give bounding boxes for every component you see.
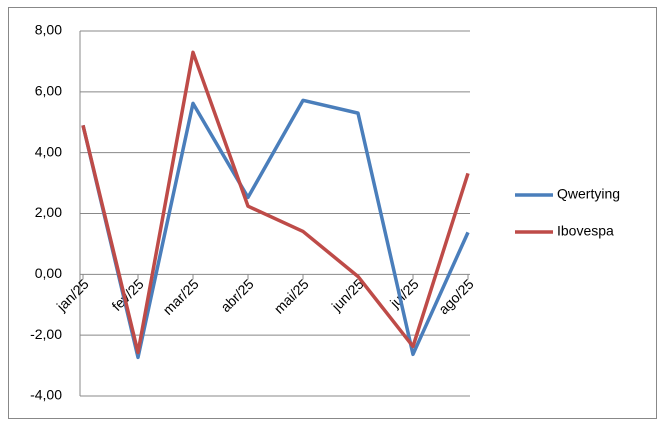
y-tick-label: 6,00 <box>35 83 62 99</box>
y-tick-label: 4,00 <box>35 143 62 159</box>
y-tick-label: -2,00 <box>30 326 62 342</box>
legend-label: Qwertying <box>557 186 620 202</box>
y-tick-label: 2,00 <box>35 204 62 220</box>
y-tick-label: 0,00 <box>35 265 62 281</box>
y-tick-label: 8,00 <box>35 22 62 38</box>
y-tick-label: -4,00 <box>30 387 62 403</box>
legend-label: Ibovespa <box>557 223 614 239</box>
series-line <box>81 98 470 360</box>
series-line <box>81 50 470 355</box>
